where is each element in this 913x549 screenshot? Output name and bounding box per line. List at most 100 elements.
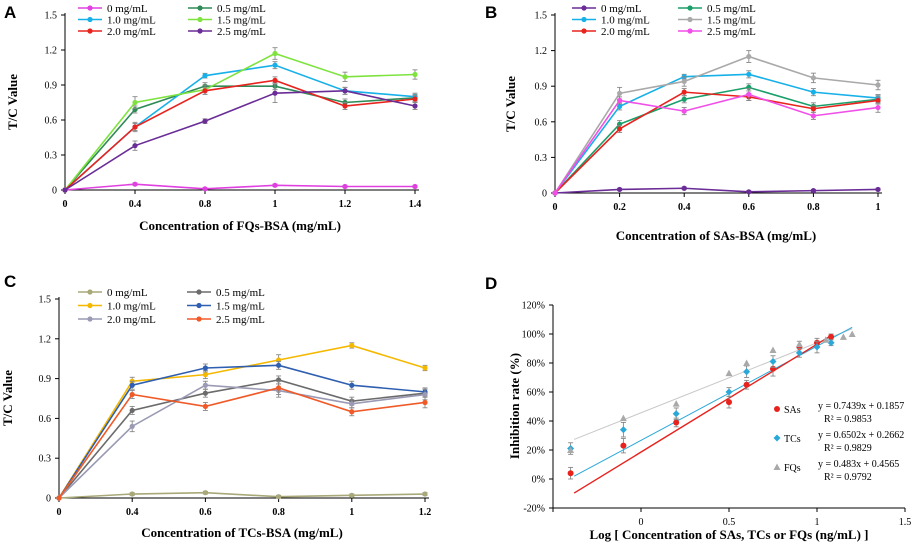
series-line xyxy=(554,86,879,194)
x-axis-title: Log [ Concentration of SAs, TCs or FQs (… xyxy=(589,527,868,542)
data-point xyxy=(746,91,752,98)
y-tick-label: 0.6 xyxy=(39,414,52,425)
data-point xyxy=(746,189,752,195)
data-point xyxy=(672,410,680,418)
series-1.5-mg-mL: 1.5 mg/mL xyxy=(552,15,881,196)
data-point xyxy=(412,183,418,190)
series-line xyxy=(64,90,416,191)
x-tick-label: 0.8 xyxy=(272,507,285,518)
data-point xyxy=(743,381,750,388)
panel-label: A xyxy=(4,3,16,22)
x-tick-label: 0 xyxy=(63,199,68,210)
y-axis-title: T/C Value xyxy=(5,74,20,130)
x-tick-label: 1.4 xyxy=(409,199,422,210)
x-tick-label: 0.2 xyxy=(613,202,626,213)
data-point xyxy=(272,77,278,83)
data-point xyxy=(422,391,428,398)
data-point xyxy=(746,53,752,60)
legend-marker xyxy=(687,16,693,23)
fit-line-sas xyxy=(573,334,832,494)
legend-label: 0 mg/mL xyxy=(107,287,148,299)
series-1.5-mg-mL: 1.5 mg/mL xyxy=(62,15,418,193)
data-point xyxy=(672,400,680,407)
series-line xyxy=(64,52,416,191)
data-point xyxy=(673,419,680,426)
legend-marker xyxy=(87,16,93,23)
data-point xyxy=(617,186,623,193)
x-tick-label: 0.4 xyxy=(129,199,142,210)
legend-marker xyxy=(197,5,203,11)
data-point xyxy=(62,187,68,193)
data-point xyxy=(422,399,428,406)
data-point xyxy=(681,89,687,95)
data-point xyxy=(202,390,208,396)
legend-label: 2.0 mg/mL xyxy=(601,26,650,38)
data-point xyxy=(202,382,208,388)
data-point xyxy=(422,365,428,371)
series-tcs: TCs y = 0.6502x + 0.2662 R² = 0.9829 xyxy=(567,339,904,455)
legend-marker xyxy=(197,16,203,23)
data-point xyxy=(619,426,627,434)
y-tick-label: 1.5 xyxy=(45,11,58,22)
y-tick-label: 0.6 xyxy=(45,116,58,127)
data-point xyxy=(681,96,687,102)
x-tick-label: 0.4 xyxy=(126,507,139,518)
y-tick-label: 0.9 xyxy=(39,374,52,385)
y-tick-label: 0.3 xyxy=(535,153,548,164)
data-point xyxy=(342,88,348,94)
x-axis-title: Concentration of SAs-BSA (mg/mL) xyxy=(616,228,816,243)
series-sas: SAs y = 0.7439x + 0.1857 R² = 0.9853 xyxy=(567,333,904,480)
data-point xyxy=(132,99,138,106)
y-tick-label: 120% xyxy=(522,301,545,312)
series-line xyxy=(58,387,426,499)
x-tick-label: 1.5 xyxy=(899,517,912,528)
legend-label: 2.0 mg/mL xyxy=(107,26,156,38)
data-point xyxy=(795,349,803,357)
data-point xyxy=(810,188,817,194)
series-line xyxy=(58,379,426,499)
data-point xyxy=(822,336,830,343)
legend-label: 2.5 mg/mL xyxy=(217,26,266,38)
y-tick-label: -20% xyxy=(523,504,545,515)
legend-marker xyxy=(687,5,693,11)
data-point xyxy=(132,124,138,130)
legend-label: 1.0 mg/mL xyxy=(107,301,156,313)
x-tick-label: 1 xyxy=(349,507,354,518)
series-0-mg-mL: 0 mg/mL xyxy=(552,3,881,196)
x-tick-label: 0.4 xyxy=(678,202,691,213)
legend-marker xyxy=(87,302,93,309)
data-point xyxy=(617,103,623,109)
data-point xyxy=(132,143,138,149)
data-point xyxy=(412,71,418,78)
data-point xyxy=(839,333,847,340)
data-point xyxy=(276,385,282,391)
x-tick-label: 0.8 xyxy=(199,199,212,210)
data-point xyxy=(681,108,687,114)
legend-label: 2.0 mg/mL xyxy=(107,314,156,326)
series-line xyxy=(58,364,426,499)
legend-marker xyxy=(581,5,587,11)
series-line xyxy=(554,93,879,194)
x-tick-label: 1 xyxy=(273,199,278,210)
data-point xyxy=(875,186,881,193)
legend-marker xyxy=(581,16,587,23)
data-point xyxy=(769,346,777,353)
y-tick-label: 60% xyxy=(527,388,545,399)
series-line xyxy=(58,384,426,499)
x-tick-label: 1.2 xyxy=(339,199,352,210)
series-1.5-mg-mL: 1.5 mg/mL xyxy=(56,301,428,501)
y-tick-label: 100% xyxy=(522,330,545,341)
data-point xyxy=(202,365,208,371)
data-point xyxy=(552,190,558,196)
x-tick-label: 0 xyxy=(639,517,644,528)
data-point xyxy=(129,391,135,398)
data-point xyxy=(129,407,135,414)
data-point xyxy=(746,71,752,77)
data-point xyxy=(810,89,817,95)
series-2.0-mg-mL: 2.0 mg/mL xyxy=(552,26,881,196)
data-point xyxy=(202,118,208,124)
series-line xyxy=(554,55,879,194)
data-point xyxy=(272,50,278,57)
data-point xyxy=(827,339,835,347)
data-point xyxy=(202,403,208,410)
